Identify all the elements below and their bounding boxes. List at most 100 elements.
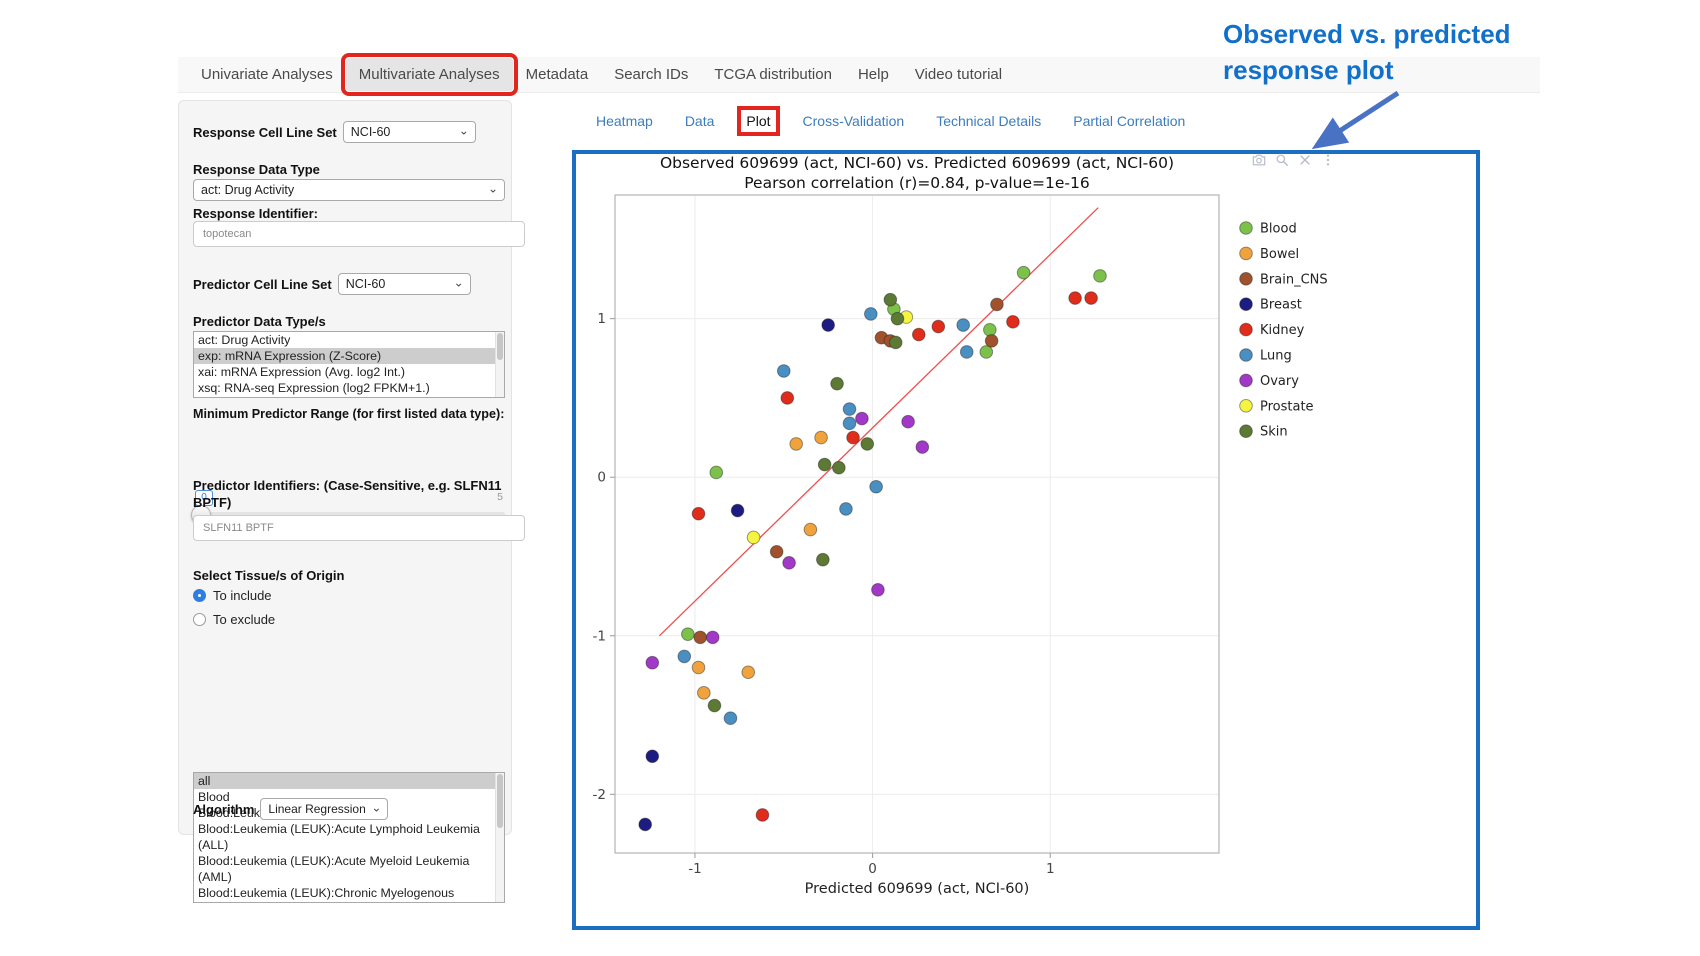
data-point-bowel[interactable] <box>803 522 818 537</box>
tab-partial-correlation[interactable]: Partial Correlation <box>1073 113 1186 129</box>
list-option-all[interactable]: all <box>194 773 504 789</box>
data-point-breast[interactable] <box>730 503 745 518</box>
tab-heatmap[interactable]: Heatmap <box>596 113 653 129</box>
data-point-bowel[interactable] <box>814 430 828 445</box>
scrollbar[interactable] <box>495 773 504 902</box>
legend-item-kidney[interactable]: Kidney <box>1239 322 1305 338</box>
radio-to-exclude[interactable]: To exclude <box>193 612 505 627</box>
tab-cross-validation[interactable]: Cross-Validation <box>802 113 905 129</box>
data-point-skin[interactable] <box>890 311 905 326</box>
data-point-lung[interactable] <box>864 307 878 321</box>
list-option-blood-leukemia-leuk-acute-myeloid-leukem[interactable]: Blood:Leukemia (LEUK):Acute Myeloid Leuk… <box>198 854 470 884</box>
list-option-xsq-rna-seq-expression-log2-fpkm-1[interactable]: xsq: RNA-seq Expression (log2 FPKM+1.) <box>198 381 430 395</box>
legend-item-skin[interactable]: Skin <box>1239 424 1288 440</box>
data-point-blood[interactable] <box>709 465 724 480</box>
data-point-kidney[interactable] <box>780 391 795 405</box>
data-point-lung[interactable] <box>842 416 857 431</box>
response-data-type-select[interactable]: act: Drug Activity <box>193 179 505 201</box>
data-point-kidney[interactable] <box>931 319 946 334</box>
zoom-icon[interactable] <box>1275 153 1289 167</box>
data-point-lung[interactable] <box>677 649 692 664</box>
tab-plot[interactable]: Plot <box>737 106 780 136</box>
algorithm-select[interactable]: Linear Regression <box>260 798 389 820</box>
data-point-lung[interactable] <box>842 402 857 416</box>
list-option-exp-mrna-expression-z-score[interactable]: exp: mRNA Expression (Z-Score) <box>194 348 504 364</box>
data-point-kidney[interactable] <box>755 808 770 822</box>
data-point-skin[interactable] <box>816 552 830 567</box>
data-point-lung[interactable] <box>959 345 974 359</box>
data-point-ovary[interactable] <box>705 630 720 645</box>
data-point-skin[interactable] <box>832 460 846 475</box>
data-point-blood[interactable] <box>1016 265 1031 280</box>
nav-item-video-tutorial[interactable]: Video tutorial <box>914 66 1003 83</box>
predictor-identifiers-input[interactable] <box>193 515 525 541</box>
data-point-breast[interactable] <box>821 318 835 332</box>
data-point-blood[interactable] <box>1093 269 1107 283</box>
nav-item-help[interactable]: Help <box>857 66 889 83</box>
data-point-bowel[interactable] <box>697 686 711 700</box>
legend-item-blood[interactable]: Blood <box>1239 221 1297 237</box>
list-option-act-drug-activity[interactable]: act: Drug Activity <box>198 333 291 347</box>
data-point-ovary[interactable] <box>915 440 930 454</box>
data-point-kidney[interactable] <box>691 506 706 521</box>
list-option-blood[interactable]: Blood <box>198 790 230 804</box>
legend-item-bowel[interactable]: Bowel <box>1239 246 1299 262</box>
data-point-bowel[interactable] <box>789 437 804 451</box>
camera-icon[interactable] <box>1252 153 1266 167</box>
data-point-lung[interactable] <box>723 711 738 726</box>
data-point-brain-cns[interactable] <box>769 544 784 559</box>
data-point-skin[interactable] <box>888 335 903 350</box>
nav-item-search-ids[interactable]: Search IDs <box>614 66 689 83</box>
data-point-blood[interactable] <box>681 627 695 641</box>
data-point-kidney[interactable] <box>1084 291 1098 305</box>
data-point-kidney[interactable] <box>911 327 926 342</box>
radio-to-include[interactable]: To include <box>193 588 505 603</box>
nav-item-multivariate-analyses[interactable]: Multivariate Analyses <box>340 53 518 96</box>
legend-item-brain-cns[interactable]: Brain_CNS <box>1239 272 1328 287</box>
legend-item-prostate[interactable]: Prostate <box>1239 399 1314 414</box>
data-point-lung[interactable] <box>839 502 853 516</box>
data-point-kidney[interactable] <box>1006 315 1020 329</box>
data-point-lung[interactable] <box>776 364 791 378</box>
data-point-breast[interactable] <box>638 817 653 832</box>
data-point-ovary[interactable] <box>901 414 915 429</box>
data-point-skin[interactable] <box>883 292 898 307</box>
data-point-breast[interactable] <box>645 749 660 764</box>
data-point-bowel[interactable] <box>741 665 756 680</box>
data-point-skin[interactable] <box>830 376 844 391</box>
more-icon[interactable] <box>1321 153 1335 167</box>
data-point-skin[interactable] <box>817 457 832 472</box>
data-point-brain-cns[interactable] <box>984 334 999 348</box>
data-point-brain-cns[interactable] <box>693 630 708 645</box>
nav-item-tcga-distribution[interactable]: TCGA distribution <box>714 66 832 83</box>
legend-item-breast[interactable]: Breast <box>1239 297 1302 313</box>
data-point-kidney[interactable] <box>1068 291 1082 305</box>
nav-item-univariate-analyses[interactable]: Univariate Analyses <box>201 66 333 83</box>
data-point-skin[interactable] <box>707 698 722 713</box>
nav-item-metadata[interactable]: Metadata <box>525 66 589 83</box>
data-point-skin[interactable] <box>860 437 875 451</box>
list-option-blood-leukemia-leuk-chronic-myelogenous-[interactable]: Blood:Leukemia (LEUK):Chronic Myelogenou… <box>198 886 455 900</box>
data-point-ovary[interactable] <box>871 583 885 597</box>
data-point-ovary[interactable] <box>782 556 796 570</box>
legend-item-lung[interactable]: Lung <box>1239 348 1292 364</box>
response-identifier-input[interactable] <box>193 221 525 247</box>
tab-data[interactable]: Data <box>684 113 715 129</box>
data-point-brain-cns[interactable] <box>990 297 1004 312</box>
data-point-blood[interactable] <box>979 345 994 359</box>
data-point-kidney[interactable] <box>846 430 860 445</box>
data-point-ovary[interactable] <box>645 655 660 670</box>
data-point-lung[interactable] <box>956 318 970 332</box>
data-point-bowel[interactable] <box>691 660 706 675</box>
scrollbar[interactable] <box>495 332 504 397</box>
legend-item-ovary[interactable]: Ovary <box>1239 373 1300 389</box>
data-point-prostate[interactable] <box>746 530 761 545</box>
close-icon[interactable] <box>1298 153 1312 167</box>
data-point-blood[interactable] <box>983 322 997 337</box>
tab-technical-details[interactable]: Technical Details <box>936 113 1042 129</box>
predictor-cell-line-set-select[interactable]: NCI-60 <box>337 273 471 295</box>
response-cell-line-set-select[interactable]: NCI-60 <box>342 121 476 143</box>
list-option-blood-leukemia-leuk-acute-lymphoid-leuke[interactable]: Blood:Leukemia (LEUK):Acute Lymphoid Leu… <box>198 822 480 852</box>
data-point-ovary[interactable] <box>855 411 869 426</box>
list-option-xai-mrna-expression-avg-log2-int[interactable]: xai: mRNA Expression (Avg. log2 Int.) <box>198 365 406 379</box>
